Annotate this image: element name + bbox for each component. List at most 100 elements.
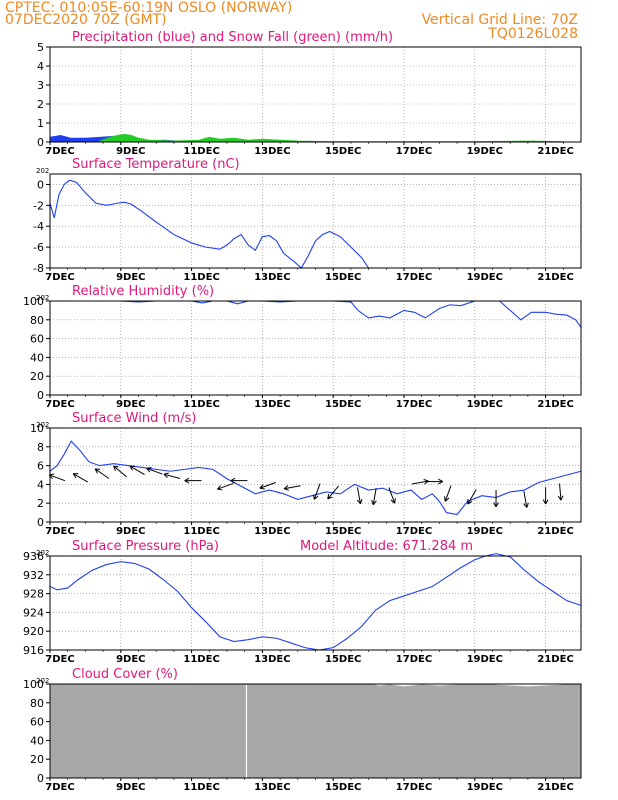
x-tick-label: 11DEC bbox=[183, 654, 219, 665]
y-tick-label: 3 bbox=[37, 79, 44, 92]
x-tick-label: 11DEC bbox=[183, 272, 219, 283]
header-vertical-grid-line: Vertical Grid Line: 70Z bbox=[422, 12, 578, 28]
x-tick-label: 21DEC bbox=[537, 654, 573, 665]
y-tick-label: 0 bbox=[37, 178, 44, 191]
x-tick-label: 15DEC bbox=[325, 654, 361, 665]
y-tick-label: 8 bbox=[37, 441, 44, 454]
y-tick-label: 100 bbox=[23, 678, 44, 691]
x-tick-label: 7DEC bbox=[45, 526, 74, 537]
y-tick-label: 932 bbox=[23, 569, 44, 582]
x-tick-label: 11DEC bbox=[183, 782, 219, 793]
wind-vector bbox=[94, 468, 110, 479]
x-tick-label: 19DEC bbox=[467, 399, 503, 410]
y-tick-label: 1 bbox=[37, 117, 44, 130]
panel-pressure: Surface Pressure (hPa) Model Altitude: 67… bbox=[23, 539, 582, 665]
wind-vector bbox=[357, 487, 361, 504]
y-tick-label: 60 bbox=[30, 333, 44, 346]
wind-vector-head bbox=[72, 473, 79, 479]
panel-title-cloud: Cloud Cover (%) bbox=[72, 667, 178, 682]
wind-vector bbox=[283, 485, 301, 490]
wind-vector-head bbox=[113, 465, 119, 471]
x-tick-label: 21DEC bbox=[537, 146, 573, 157]
y-tick-label: 0 bbox=[37, 389, 44, 402]
wind-vector-head bbox=[557, 495, 564, 501]
wind-vector-head bbox=[146, 467, 152, 473]
y-tick-label: 0 bbox=[37, 136, 44, 149]
panel-title-pressure: Surface Pressure (hPa) bbox=[72, 539, 219, 554]
wind-vector bbox=[49, 474, 66, 482]
x-tick-label: 15DEC bbox=[325, 146, 361, 157]
y-tick-label: 80 bbox=[30, 314, 44, 327]
x-tick-label: 9DEC bbox=[116, 782, 145, 793]
wind-vector-head bbox=[371, 499, 377, 506]
x-tick-label: 15DEC bbox=[325, 399, 361, 410]
series-wind-0 bbox=[49, 440, 582, 516]
x-tick-label: 13DEC bbox=[254, 654, 290, 665]
wind-vector-head bbox=[542, 499, 549, 505]
x-tick-label: 7DEC bbox=[45, 654, 74, 665]
year-stub-cloud: 202 bbox=[36, 677, 49, 685]
y-tick-label: 928 bbox=[23, 588, 44, 601]
y-tick-label: 0 bbox=[37, 772, 44, 785]
x-tick-label: 11DEC bbox=[183, 146, 219, 157]
panel-annotation-pressure: Model Altitude: 671.284 m bbox=[300, 539, 473, 554]
wind-vector-head bbox=[184, 477, 190, 484]
wind-vector bbox=[313, 483, 321, 500]
y-tick-label: -8 bbox=[33, 262, 44, 275]
x-tick-label: 19DEC bbox=[467, 526, 503, 537]
wind-vector bbox=[129, 465, 145, 475]
x-tick-label: 21DEC bbox=[537, 526, 573, 537]
header-location: CPTEC: 010:05E-60:19N OSLO (NORWAY) bbox=[5, 0, 292, 16]
x-tick-label: 17DEC bbox=[396, 654, 432, 665]
x-tick-label: 11DEC bbox=[183, 526, 219, 537]
x-tick-label: 9DEC bbox=[116, 272, 145, 283]
wind-vector bbox=[146, 467, 163, 475]
x-tick-label: 7DEC bbox=[45, 399, 74, 410]
x-tick-label: 11DEC bbox=[183, 399, 219, 410]
y-tick-label: 920 bbox=[23, 625, 44, 638]
header-model-code: TQ0126L028 bbox=[487, 26, 578, 42]
y-tick-label: 916 bbox=[23, 644, 44, 657]
wind-vector bbox=[388, 487, 396, 504]
wind-vector bbox=[73, 473, 89, 483]
wind-vector-head bbox=[467, 499, 473, 505]
wind-vector bbox=[259, 482, 276, 489]
x-tick-label: 7DEC bbox=[45, 146, 74, 157]
y-tick-label: 20 bbox=[30, 753, 44, 766]
series-rh-0 bbox=[50, 300, 582, 328]
panel-frame-rh bbox=[49, 300, 582, 396]
wind-vector bbox=[467, 489, 477, 505]
y-tick-label: 40 bbox=[30, 351, 44, 364]
y-tick-label: 80 bbox=[30, 697, 44, 710]
series-precip-1 bbox=[99, 133, 564, 143]
panel-frame-wind bbox=[49, 427, 582, 523]
wind-vector-head bbox=[283, 485, 289, 491]
panel-title-precip: Precipitation (blue) and Snow Fall (gree… bbox=[72, 30, 393, 45]
y-tick-label: 924 bbox=[23, 606, 44, 619]
x-tick-label: 21DEC bbox=[537, 272, 573, 283]
panel-title-rh: Relative Humidity (%) bbox=[72, 284, 214, 299]
wind-vector-head bbox=[94, 468, 101, 474]
x-tick-label: 19DEC bbox=[467, 782, 503, 793]
y-tick-label: 2 bbox=[37, 98, 44, 111]
x-tick-label: 13DEC bbox=[254, 399, 290, 410]
wind-vector-head bbox=[313, 494, 319, 500]
y-tick-label: 6 bbox=[37, 460, 44, 473]
x-tick-label: 13DEC bbox=[254, 782, 290, 793]
y-tick-label: -4 bbox=[33, 220, 44, 233]
panel-frame-temp bbox=[49, 173, 582, 269]
x-tick-label: 13DEC bbox=[254, 146, 290, 157]
wind-vector-head bbox=[493, 502, 499, 508]
wind-vector bbox=[327, 485, 339, 500]
wind-vector-head bbox=[327, 493, 333, 500]
x-tick-label: 9DEC bbox=[116, 654, 145, 665]
y-tick-label: 5 bbox=[37, 41, 44, 54]
y-tick-label: 100 bbox=[23, 295, 44, 308]
x-tick-label: 9DEC bbox=[116, 526, 145, 537]
x-tick-label: 17DEC bbox=[396, 399, 432, 410]
panel-title-wind: Surface Wind (m/s) bbox=[72, 411, 196, 426]
x-tick-label: 19DEC bbox=[467, 272, 503, 283]
